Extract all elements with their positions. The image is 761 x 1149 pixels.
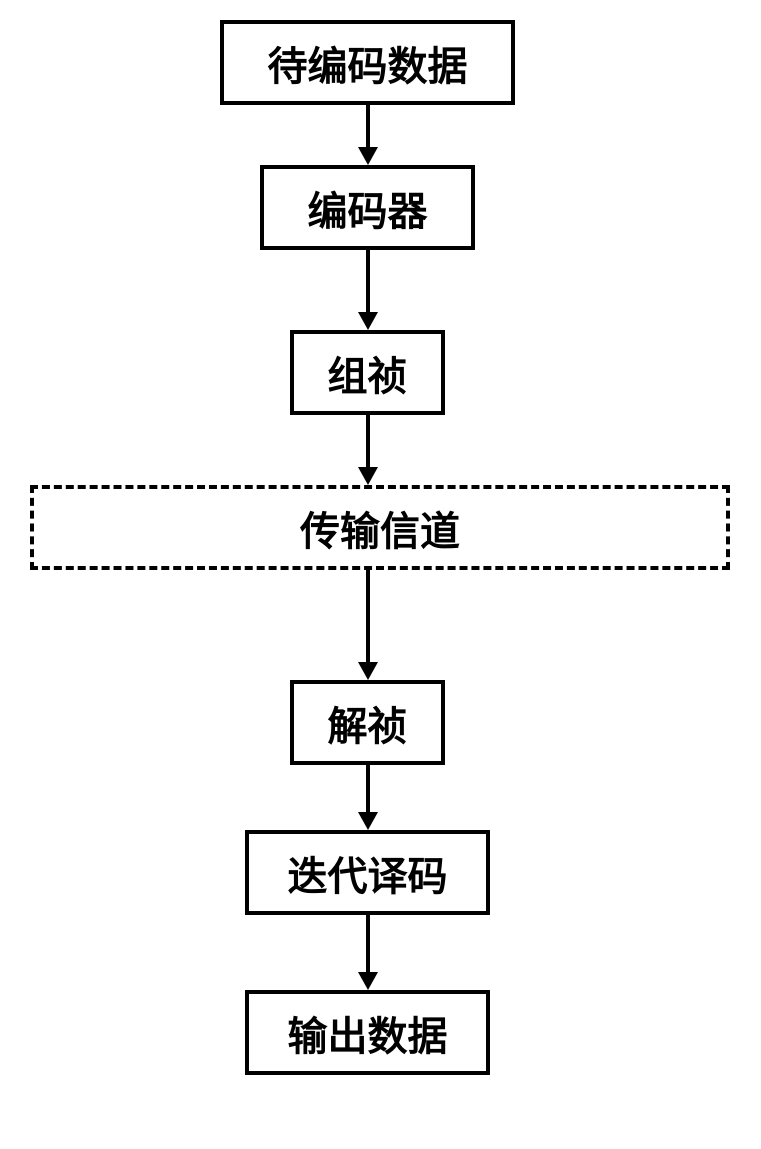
node-output-data: 输出数据 xyxy=(245,990,490,1075)
arrow-4 xyxy=(350,570,386,680)
node-label: 解祯 xyxy=(328,694,408,752)
node-encoder: 编码器 xyxy=(260,165,475,250)
arrow-1 xyxy=(350,105,386,165)
node-label: 待编码数据 xyxy=(268,34,468,92)
node-framing: 组祯 xyxy=(290,330,445,415)
arrow-3 xyxy=(350,415,386,485)
node-label: 组祯 xyxy=(328,344,408,402)
node-channel: 传输信道 xyxy=(30,485,730,570)
arrow-5 xyxy=(350,765,386,830)
node-label: 输出数据 xyxy=(288,1004,448,1062)
node-label: 编码器 xyxy=(308,179,428,237)
node-iterative-decoding: 迭代译码 xyxy=(245,830,490,915)
node-deframing: 解祯 xyxy=(290,680,445,765)
node-label: 传输信道 xyxy=(300,499,460,557)
arrow-2 xyxy=(350,250,386,330)
node-data-to-encode: 待编码数据 xyxy=(220,20,515,105)
arrow-6 xyxy=(350,915,386,990)
node-label: 迭代译码 xyxy=(288,844,448,902)
